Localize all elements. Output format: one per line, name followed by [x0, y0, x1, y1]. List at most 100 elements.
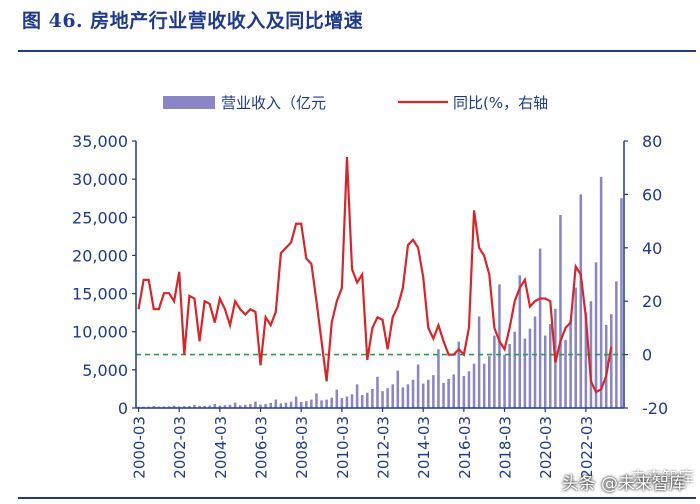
revenue-bar: [167, 406, 171, 408]
revenue-bar: [406, 384, 410, 408]
x-tick-label: 2008-03: [293, 416, 311, 479]
right-axis-ticks: -20 0 20 40 60 80: [624, 132, 668, 418]
revenue-bars: [137, 176, 623, 408]
yoy-series-line: [137, 156, 613, 394]
revenue-bar: [488, 356, 491, 408]
revenue-bar: [472, 363, 476, 408]
revenue-bar: [310, 399, 313, 408]
revenue-bar: [482, 363, 486, 408]
left-tick-label: 20,000: [72, 246, 128, 265]
revenue-bar: [401, 387, 405, 408]
revenue-bar: [543, 335, 547, 408]
revenue-bar: [208, 405, 211, 408]
left-tick-label: 25,000: [72, 208, 128, 227]
x-tick-label: 2010-03: [334, 416, 352, 479]
revenue-bar: [467, 371, 471, 408]
revenue-bar: [421, 383, 425, 408]
revenue-bar: [289, 401, 293, 408]
right-tick-label: 80: [642, 132, 662, 151]
revenue-bar: [396, 370, 400, 408]
revenue-bar: [452, 374, 455, 408]
right-tick-label: -20: [642, 399, 668, 418]
revenue-bar: [416, 364, 420, 408]
revenue-bar: [238, 405, 242, 408]
revenue-bar: [518, 275, 522, 408]
revenue-bar: [315, 393, 318, 408]
revenue-bar: [442, 382, 445, 408]
revenue-bar: [477, 316, 481, 408]
revenue-bar: [620, 198, 623, 408]
revenue-bar: [579, 194, 583, 408]
revenue-bar: [574, 287, 577, 408]
revenue-bar: [299, 401, 303, 408]
revenue-bar: [615, 281, 618, 408]
right-tick-label: 60: [642, 185, 662, 204]
revenue-bar: [386, 388, 389, 408]
revenue-bar: [183, 406, 186, 408]
revenue-bar: [340, 398, 344, 408]
revenue-bar: [279, 403, 283, 408]
figure-title: 图 46. 房地产行业营收收入及同比增速: [22, 10, 364, 32]
x-tick-label: 2014-03: [415, 416, 433, 479]
revenue-bar: [610, 314, 613, 408]
revenue-bar: [599, 176, 603, 408]
revenue-bar: [294, 396, 298, 408]
revenue-bar: [228, 404, 232, 408]
x-tick-label: 2020-03: [537, 416, 555, 479]
revenue-bar: [274, 399, 278, 408]
watermark: 头条 @未来智库: [561, 474, 686, 494]
revenue-bar: [335, 389, 339, 408]
legend-bar-swatch: [163, 96, 215, 109]
revenue-bar: [223, 405, 227, 408]
x-tick-label: 2018-03: [497, 416, 515, 479]
revenue-bar: [254, 401, 257, 408]
revenue-bar: [249, 404, 252, 408]
revenue-bar: [198, 406, 201, 408]
revenue-bar: [330, 397, 333, 408]
revenue-bar: [533, 316, 537, 408]
revenue-bar: [376, 376, 379, 408]
revenue-bar: [233, 402, 237, 408]
revenue-bar: [350, 394, 354, 408]
revenue-bar: [411, 379, 415, 408]
x-tick-label: 2006-03: [253, 416, 271, 479]
revenue-bar: [177, 406, 181, 408]
right-tick-label: 20: [642, 292, 662, 311]
right-tick-label: 40: [642, 239, 662, 258]
revenue-bar: [604, 324, 608, 408]
left-tick-label: 15,000: [72, 285, 128, 304]
revenue-bar: [284, 402, 288, 408]
left-tick-label: 35,000: [72, 132, 128, 151]
revenue-bar: [549, 324, 552, 408]
revenue-bar: [381, 391, 384, 408]
revenue-bar: [538, 248, 542, 408]
revenue-bar: [569, 320, 572, 408]
revenue-bar: [523, 338, 527, 408]
revenue-bar: [172, 405, 176, 408]
x-tick-label: 2004-03: [212, 416, 230, 479]
revenue-bar: [203, 405, 206, 408]
revenue-bar: [213, 404, 217, 408]
revenue-bar: [498, 284, 501, 408]
x-tick-label: 2000-03: [131, 416, 149, 479]
left-tick-label: 10,000: [72, 323, 128, 342]
revenue-bar: [345, 396, 349, 408]
revenue-bar: [437, 349, 440, 408]
revenue-bar: [193, 404, 196, 408]
revenue-bar: [503, 354, 506, 408]
revenue-bar: [152, 406, 156, 408]
left-axis-ticks: 0 5,000 10,000 15,000 20,000 25,000 30,000 35,0…: [72, 132, 136, 418]
revenue-bar: [371, 388, 374, 408]
revenue-bar: [447, 379, 450, 408]
revenue-bar: [264, 404, 267, 408]
revenue-bar: [259, 404, 262, 408]
x-axis-ticks: 2000-03 2002-03 2004-03 2006-03 2008-03 2010-…: [131, 408, 596, 479]
right-tick-label: 0: [642, 346, 652, 365]
x-tick-label: 2002-03: [171, 416, 189, 479]
bottom-rule: [18, 497, 696, 499]
revenue-bar: [462, 375, 466, 408]
revenue-bar: [559, 215, 562, 408]
revenue-bar: [391, 384, 394, 408]
revenue-bar: [457, 341, 461, 408]
